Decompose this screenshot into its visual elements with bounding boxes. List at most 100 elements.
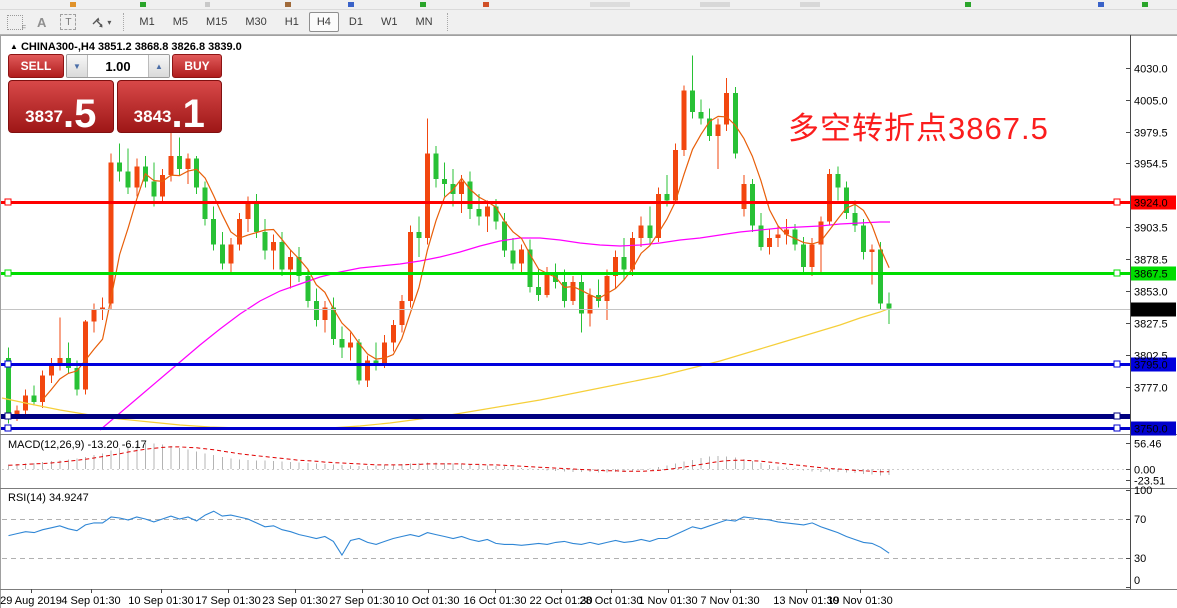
- price-tick-label: 3954.5: [1134, 159, 1168, 171]
- timeframe-button-m30[interactable]: M30: [245, 16, 267, 28]
- rsi-line: [8, 510, 890, 557]
- clipped-icon-fragment: [965, 2, 971, 7]
- price-tick-label: 3903.5: [1134, 223, 1168, 235]
- toolbar-separator: [446, 13, 449, 31]
- candle-body: [365, 360, 371, 381]
- candle-body: [655, 194, 661, 239]
- candle-body: [544, 272, 550, 295]
- indicator-grid-icon[interactable]: F: [7, 13, 26, 32]
- buy-button[interactable]: BUY: [172, 54, 222, 78]
- timeframe-buttons: M1 M5 M15 M30 H1 H4 D1 W1 MN: [130, 12, 441, 32]
- candle-body: [296, 257, 302, 276]
- timeframe-button-mn[interactable]: MN: [415, 16, 433, 28]
- candle-body: [459, 181, 465, 194]
- timeframe-button-m15[interactable]: M15: [205, 16, 228, 28]
- candle-body: [818, 221, 824, 245]
- candle-body: [74, 367, 80, 390]
- clipped-icon-fragment: [700, 2, 730, 7]
- candle-body: [151, 181, 157, 197]
- candle-body: [82, 321, 88, 390]
- candle-body: [570, 282, 576, 302]
- fast-ma-line: [42, 115, 890, 400]
- candle-body: [724, 93, 730, 125]
- candle-body: [861, 225, 866, 252]
- price-line-label-box: [1131, 266, 1176, 281]
- candle-body: [399, 301, 405, 326]
- candle-body: [775, 234, 781, 239]
- line-handle-left: [4, 424, 12, 432]
- buy-price-box[interactable]: 3843 .1: [116, 80, 222, 134]
- price-line-label: 3924.0: [1134, 198, 1168, 210]
- macd-scale-label: 0.00: [1134, 465, 1155, 477]
- timeframe-button-w1[interactable]: W1: [380, 16, 398, 28]
- candle-body: [613, 257, 619, 276]
- candle-body: [91, 309, 97, 322]
- price-tick-label: 3777.0: [1134, 383, 1168, 395]
- candle-body: [681, 90, 687, 150]
- candle-body: [390, 325, 396, 343]
- timeframe-button-m5[interactable]: M5: [172, 16, 188, 28]
- sell-button[interactable]: SELL: [8, 54, 64, 78]
- text-tool-icon[interactable]: A: [37, 14, 47, 30]
- candle-body: [373, 360, 379, 365]
- buy-price-main: 3843: [133, 107, 172, 126]
- timeframe-button-m1[interactable]: M1: [139, 16, 155, 28]
- diagonal-arrows-icon: [92, 17, 103, 28]
- candle-body: [219, 244, 225, 264]
- candle-body: [177, 156, 182, 169]
- candle-body: [134, 166, 140, 188]
- bid-price-label: 3839.0: [1134, 305, 1168, 317]
- candle-body: [809, 244, 815, 268]
- price-tick-label: 3878.5: [1134, 255, 1168, 267]
- clipped-icon-fragment: [348, 2, 354, 7]
- price-tick-label: 3853.0: [1134, 287, 1168, 299]
- candle-body: [638, 225, 644, 239]
- volume-decrease-button[interactable]: ▼: [67, 55, 88, 77]
- timeframe-button-d1[interactable]: D1: [348, 16, 363, 28]
- clipped-icon-fragment: [140, 2, 146, 7]
- date-label: 16 Oct 01:30: [464, 595, 527, 607]
- rsi-indicator-label: RSI(14) 34.9247: [8, 492, 89, 504]
- line-handle-left: [4, 360, 12, 368]
- candle-body: [852, 212, 858, 226]
- text-label-tool-icon[interactable]: T: [60, 13, 77, 31]
- timeframe-button-h1[interactable]: H1: [284, 16, 299, 28]
- candle-body: [279, 241, 285, 270]
- collapse-icon[interactable]: ▲: [10, 42, 18, 51]
- candle-body: [48, 364, 54, 376]
- volume-increase-button[interactable]: ▲: [148, 55, 169, 77]
- candle-body: [168, 156, 174, 176]
- sell-price-box[interactable]: 3837 .5: [8, 80, 114, 134]
- price-tick-label: 4005.0: [1134, 96, 1168, 108]
- volume-input[interactable]: 1.00: [105, 58, 131, 74]
- chart-annotation-text[interactable]: 多空转折点3867.5: [788, 111, 1049, 146]
- timeframe-button-h4[interactable]: H4: [308, 12, 339, 32]
- candle-body: [519, 249, 524, 264]
- candle-body: [416, 231, 422, 239]
- objects-arrows-icon[interactable]: ▾: [90, 13, 111, 31]
- line-handle-left: [4, 198, 12, 206]
- clipped-icon-fragment: [483, 2, 489, 7]
- clipped-icon-fragment: [800, 2, 820, 7]
- dropdown-caret-icon[interactable]: ▾: [107, 17, 112, 27]
- candle-body: [886, 303, 892, 309]
- candle-body: [271, 241, 277, 251]
- candle-body: [690, 90, 695, 113]
- date-label: 23 Sep 01:30: [262, 595, 327, 607]
- date-label: 10 Oct 01:30: [397, 595, 460, 607]
- sell-price-main: 3837: [25, 107, 63, 126]
- candle-body: [100, 307, 106, 310]
- candle-body: [664, 194, 670, 201]
- candle-body: [835, 173, 841, 188]
- candle-body: [330, 307, 336, 339]
- date-label: 29 Aug 2019: [0, 595, 62, 607]
- candle-body: [784, 229, 790, 235]
- candle-body: [707, 118, 713, 137]
- rsi-scale-label: 70: [1134, 514, 1146, 526]
- candle-body: [159, 175, 165, 197]
- candle-body: [843, 187, 849, 213]
- candle-body: [621, 257, 627, 270]
- date-label: 22 Oct 01:30: [530, 595, 593, 607]
